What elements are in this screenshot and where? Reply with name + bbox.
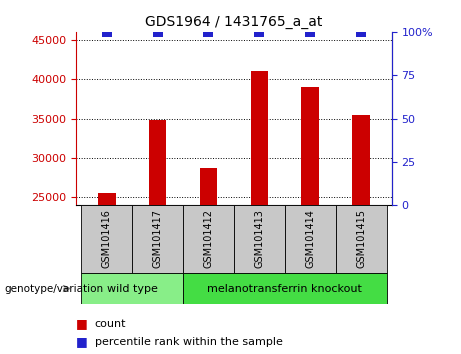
Text: percentile rank within the sample: percentile rank within the sample [95, 337, 283, 347]
Text: GSM101412: GSM101412 [203, 210, 213, 268]
FancyBboxPatch shape [183, 273, 387, 304]
FancyBboxPatch shape [234, 205, 285, 273]
Point [358, 29, 365, 35]
Text: ■: ■ [76, 318, 92, 330]
Text: GSM101415: GSM101415 [356, 210, 366, 268]
Bar [301, 87, 319, 205]
Title: GDS1964 / 1431765_a_at: GDS1964 / 1431765_a_at [145, 16, 323, 29]
Text: melanotransferrin knockout: melanotransferrin knockout [207, 284, 362, 293]
FancyBboxPatch shape [285, 205, 336, 273]
FancyBboxPatch shape [132, 205, 183, 273]
Bar [200, 168, 218, 205]
Point [205, 29, 212, 35]
Point [103, 29, 110, 35]
Point [154, 29, 161, 35]
FancyBboxPatch shape [183, 205, 234, 273]
Point [256, 29, 263, 35]
Text: count: count [95, 319, 126, 329]
Text: wild type: wild type [106, 284, 158, 293]
Bar [98, 193, 116, 205]
Text: GSM101413: GSM101413 [254, 210, 265, 268]
Text: GSM101416: GSM101416 [101, 210, 112, 268]
Bar [250, 71, 268, 205]
Bar [148, 120, 166, 205]
Bar [352, 115, 370, 205]
Text: GSM101414: GSM101414 [305, 210, 315, 268]
FancyBboxPatch shape [336, 205, 387, 273]
FancyBboxPatch shape [81, 205, 132, 273]
FancyBboxPatch shape [81, 273, 183, 304]
Text: GSM101417: GSM101417 [153, 210, 163, 268]
Text: genotype/variation: genotype/variation [5, 284, 104, 293]
Point [307, 29, 314, 35]
Text: ■: ■ [76, 335, 92, 348]
